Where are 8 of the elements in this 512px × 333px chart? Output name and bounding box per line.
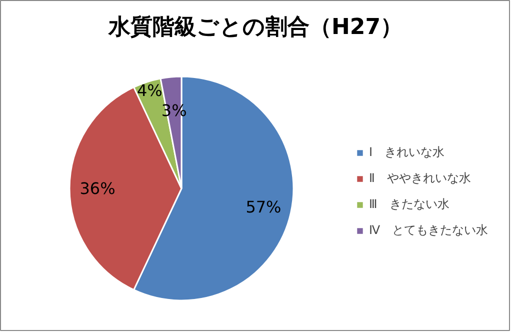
legend-label: Ⅱ ややきれいな水 — [369, 170, 471, 187]
data-label: 57% — [246, 197, 282, 216]
data-label: 4% — [136, 81, 162, 100]
chart-title: 水質階級ごとの割合（H27） — [107, 14, 403, 40]
legend-label: Ⅰ きれいな水 — [369, 144, 445, 161]
legend-label: Ⅲ きたない水 — [369, 196, 450, 213]
legend-label: Ⅳ とてもきたない水 — [369, 222, 488, 239]
data-label: 36% — [80, 179, 116, 198]
